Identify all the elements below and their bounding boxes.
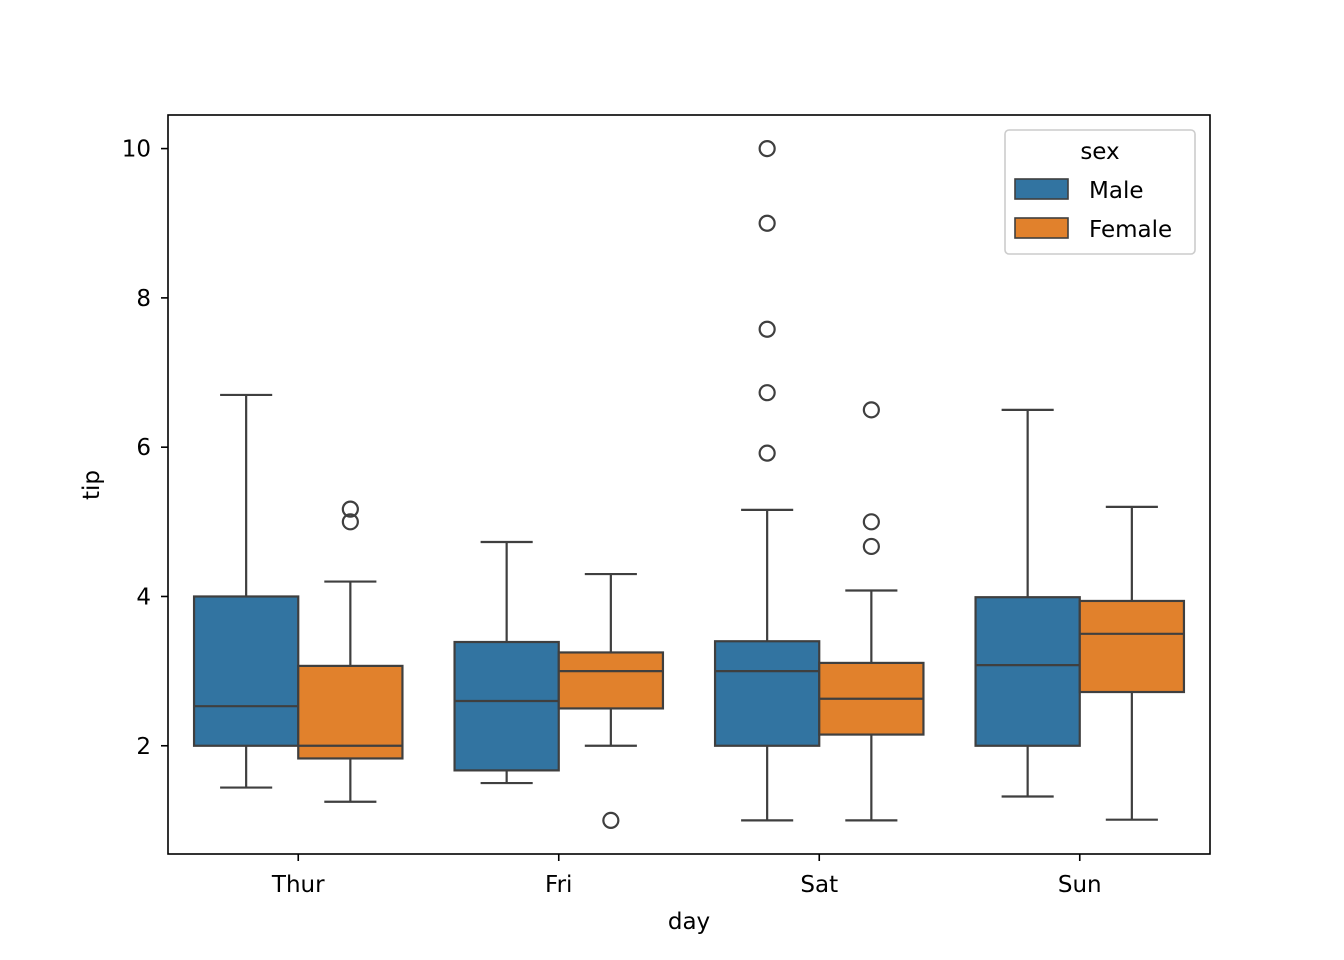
y-tick-label: 10: [122, 137, 151, 163]
outlier-point: [758, 384, 776, 402]
outlier-point: [862, 513, 880, 531]
legend-swatch-female: [1014, 217, 1069, 239]
y-tick-label: 4: [136, 584, 151, 610]
iqr-box: [1078, 599, 1186, 694]
box-fri-male: [453, 540, 560, 785]
legend: sex Male Female: [1004, 129, 1196, 255]
box-sat-female: [818, 401, 925, 822]
outlier-point: [862, 401, 880, 419]
x-tick-label: Sat: [800, 872, 838, 898]
outlier-point: [758, 139, 776, 158]
outlier-point: [341, 500, 359, 518]
y-axis-label: tip: [79, 470, 105, 500]
y-axis-ticks: 2 4 6 8 10: [122, 137, 168, 760]
iqr-box: [192, 595, 300, 747]
legend-swatch-male: [1014, 178, 1069, 200]
box-sun-male: [974, 408, 1081, 798]
x-tick-label: Sun: [1058, 872, 1102, 898]
iqr-box: [974, 596, 1081, 747]
x-axis-ticks: Thur Fri Sat Sun: [271, 854, 1102, 898]
y-tick-label: 2: [136, 734, 151, 760]
outlier-point: [758, 444, 776, 462]
x-axis-label: day: [668, 909, 710, 935]
x-tick-label: Fri: [545, 872, 572, 898]
box-fri-female: [557, 572, 665, 830]
plot-frame: [167, 114, 1211, 855]
legend-label-female: Female: [1089, 217, 1172, 243]
box-thur-female: [297, 500, 404, 803]
iqr-box: [557, 651, 665, 710]
iqr-box: [297, 664, 404, 760]
box-thur-male: [192, 393, 300, 789]
outlier-point: [341, 513, 359, 531]
legend-label-male: Male: [1089, 178, 1143, 204]
y-tick-label: 8: [136, 286, 151, 312]
iqr-box: [453, 640, 560, 772]
iqr-box: [713, 640, 821, 747]
outlier-point: [758, 214, 776, 232]
outlier-point: [758, 320, 776, 338]
box-sun-female: [1078, 505, 1186, 821]
outlier-point: [602, 811, 620, 830]
plot-marks: [192, 139, 1186, 830]
legend-title: sex: [1080, 139, 1119, 165]
y-tick-label: 6: [136, 435, 151, 461]
outlier-point: [862, 537, 880, 556]
x-tick-label: Thur: [271, 872, 325, 898]
box-sat-male: [713, 139, 821, 822]
